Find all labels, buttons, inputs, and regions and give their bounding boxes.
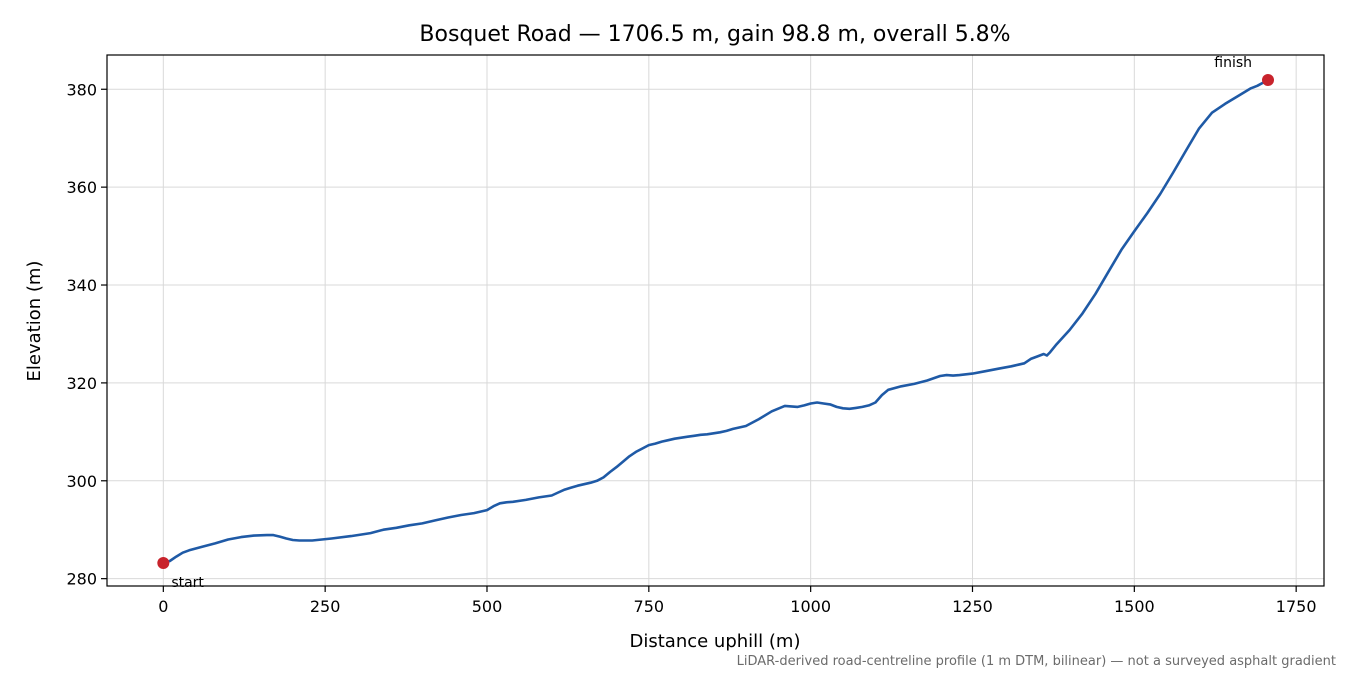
x-tick-label: 1250 <box>952 597 993 616</box>
y-tick-label: 380 <box>66 80 97 99</box>
series-layer <box>162 78 1270 565</box>
y-tick-label: 300 <box>66 472 97 491</box>
finish-annotation: finish <box>1214 55 1252 71</box>
gridlines <box>107 55 1324 586</box>
y-axis-label: Elevation (m) <box>24 261 45 382</box>
x-tick-label: 1500 <box>1114 597 1155 616</box>
elevation-profile-line <box>162 78 1270 565</box>
finish-marker <box>1262 73 1275 86</box>
y-tick-label: 280 <box>66 570 97 589</box>
x-axis-ticks: 0 250 500 750 1000 1250 1500 1750 <box>158 586 1317 616</box>
chart-title: Bosquet Road — 1706.5 m, gain 98.8 m, ov… <box>419 22 1010 47</box>
x-tick-label: 750 <box>634 597 665 616</box>
x-tick-label: 500 <box>472 597 503 616</box>
start-marker <box>157 556 170 569</box>
chart-footnote: LiDAR-derived road-centreline profile (1… <box>737 654 1336 669</box>
y-tick-label: 320 <box>66 374 97 393</box>
x-tick-label: 0 <box>158 597 168 616</box>
x-tick-label: 1750 <box>1276 597 1317 616</box>
y-tick-label: 340 <box>66 276 97 295</box>
marker-points-layer: start finish <box>157 55 1275 591</box>
start-annotation: start <box>171 575 204 591</box>
x-tick-label: 1000 <box>790 597 831 616</box>
x-axis-label: Distance uphill (m) <box>630 631 801 652</box>
y-tick-label: 360 <box>66 178 97 197</box>
x-tick-label: 250 <box>310 597 341 616</box>
y-axis-ticks: 280 300 320 340 360 380 <box>66 80 107 589</box>
plot-area-frame <box>106 54 1325 587</box>
